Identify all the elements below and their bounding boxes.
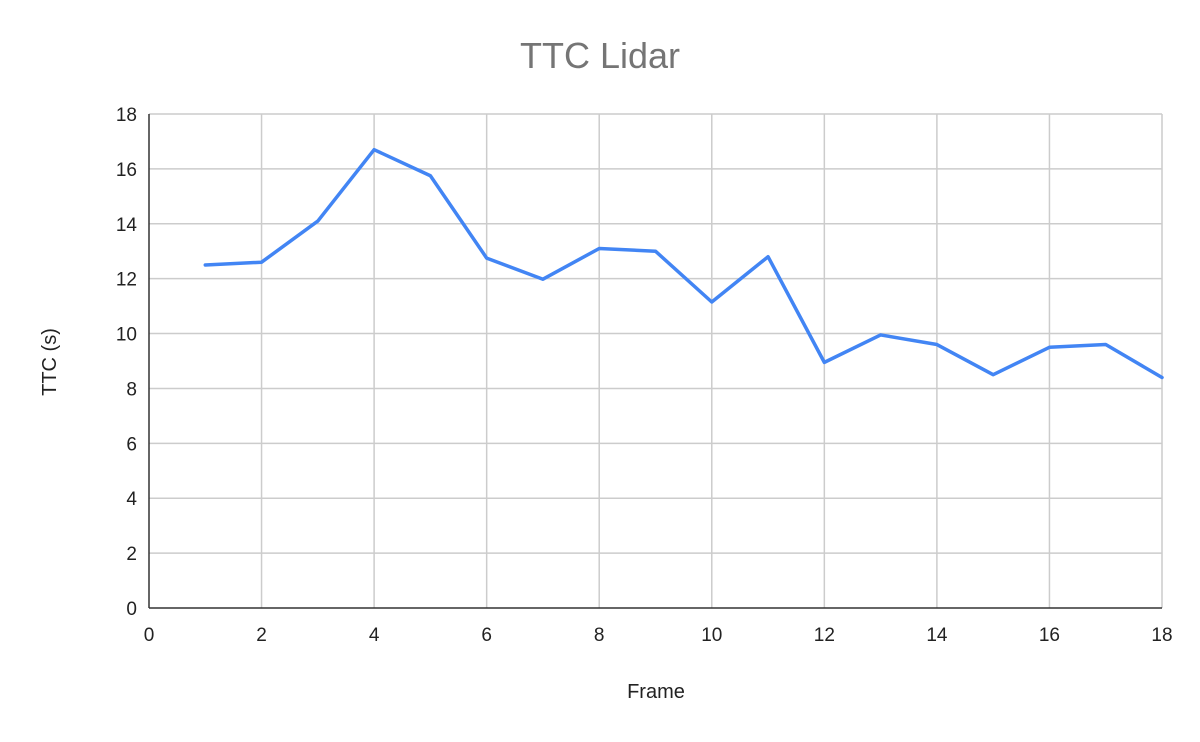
x-tick-label: 16: [1039, 625, 1060, 646]
y-tick-label: 2: [126, 544, 137, 565]
axes: [148, 114, 1162, 609]
y-axis-title: TTC (s): [39, 328, 61, 396]
y-tick-label: 10: [116, 325, 137, 346]
y-tick-label: 0: [126, 599, 137, 620]
x-tick-label: 8: [594, 625, 605, 646]
series-line: [203, 147, 1164, 380]
series-group: [203, 147, 1164, 380]
x-tick-label: 10: [701, 625, 722, 646]
y-tick-label: 12: [116, 270, 137, 291]
x-tick-label: 0: [144, 625, 155, 646]
x-tick-label: 18: [1151, 625, 1172, 646]
y-tick-label: 8: [126, 379, 137, 400]
x-tick-label: 2: [256, 625, 267, 646]
x-tick-label: 6: [481, 625, 492, 646]
y-tick-label: 4: [126, 489, 137, 510]
x-tick-label: 12: [814, 625, 835, 646]
x-tick-label: 4: [369, 625, 380, 646]
x-tick-labels: 0 2 4 6 8 10 12 14 16 18: [144, 625, 1173, 646]
x-tick-label: 14: [926, 625, 948, 646]
y-tick-label: 14: [116, 215, 138, 236]
y-tick-label: 18: [116, 105, 137, 126]
chart-title: TTC Lidar: [520, 35, 680, 76]
grid-lines: [149, 113, 1163, 608]
y-tick-label: 6: [126, 434, 137, 455]
y-tick-labels: 0 2 4 6 8 10 12 14 16 18: [116, 105, 138, 620]
y-tick-label: 16: [116, 160, 137, 181]
x-axis-title: Frame: [627, 681, 685, 703]
